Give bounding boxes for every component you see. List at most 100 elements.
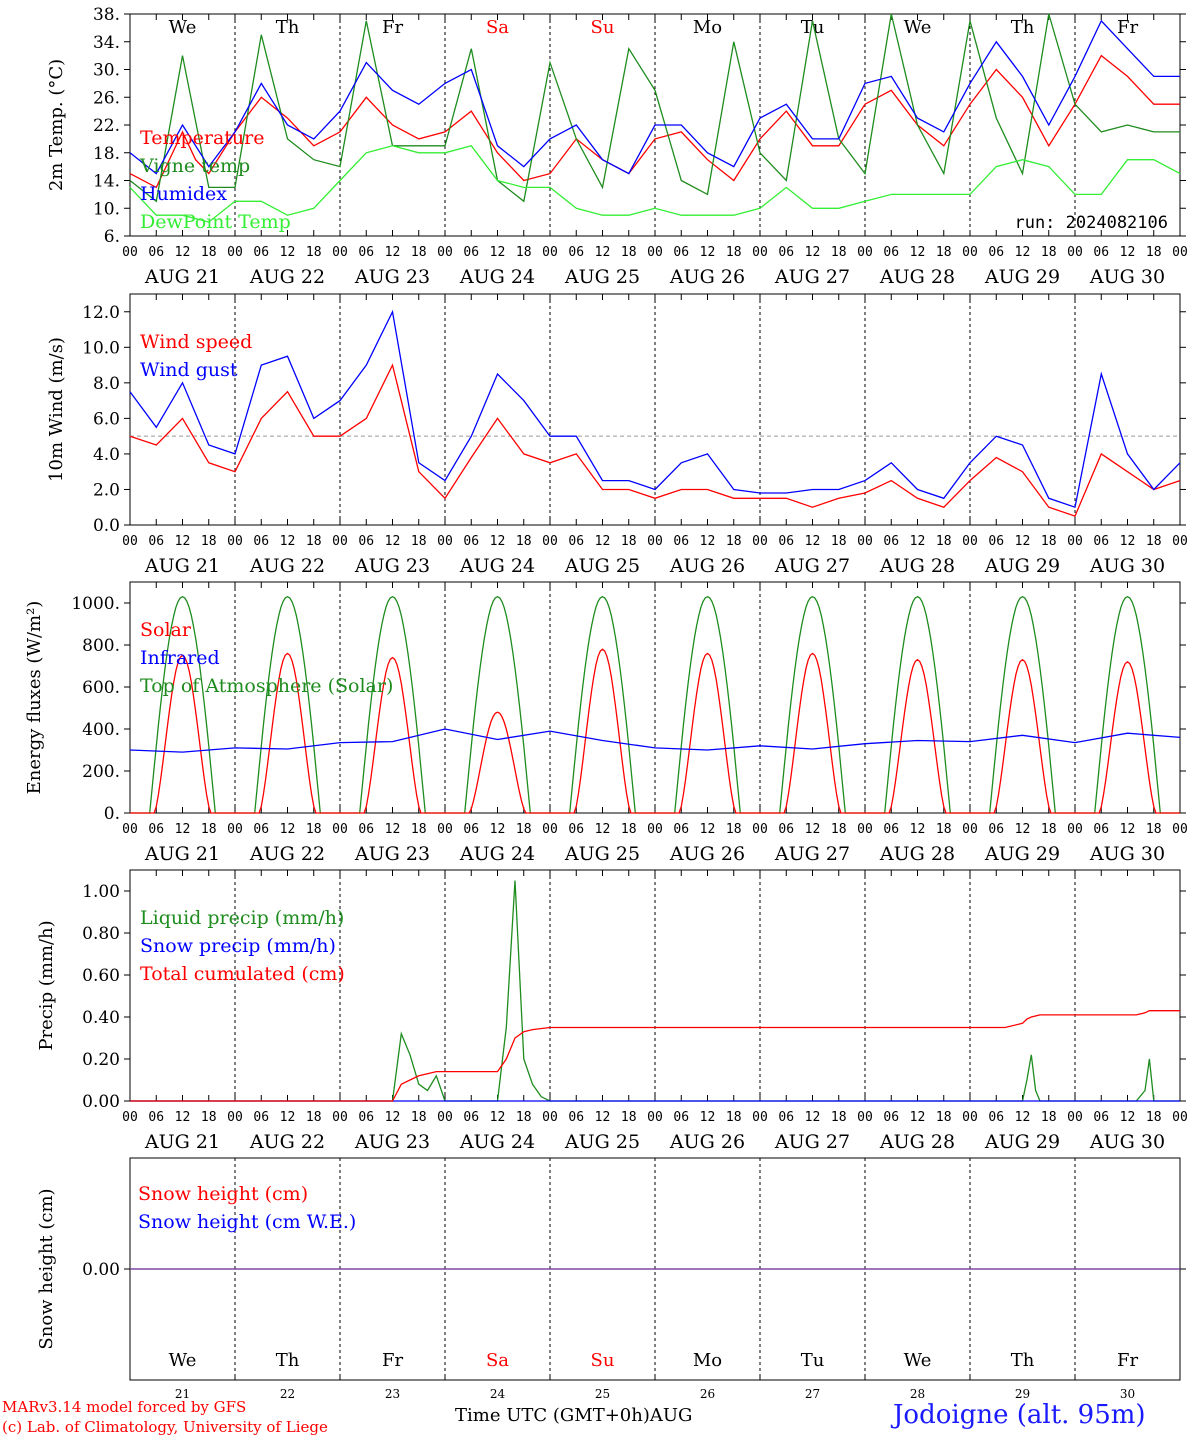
hour-tick-label: 12 xyxy=(595,822,611,837)
day-label: AUG 26 xyxy=(669,1131,745,1153)
weekday-label: Fr xyxy=(1117,1350,1138,1371)
y-tick-label: 0.20 xyxy=(82,1050,120,1070)
hour-tick-label: 18 xyxy=(516,822,532,837)
y-tick-label: 0.60 xyxy=(82,966,120,986)
y-tick-label: 600. xyxy=(82,678,120,698)
day-label: AUG 22 xyxy=(249,1131,325,1153)
hour-tick-label: 18 xyxy=(1146,245,1162,260)
y-tick-label: 10. xyxy=(93,199,120,219)
hour-tick-label: 00 xyxy=(332,534,348,549)
hour-tick-label: 18 xyxy=(1041,1110,1057,1125)
day-number: 24 xyxy=(490,1387,506,1401)
hour-tick-label: 00 xyxy=(1172,1110,1188,1125)
hour-tick-label: 12 xyxy=(910,1110,926,1125)
hour-tick-label: 18 xyxy=(1146,822,1162,837)
hour-tick-label: 18 xyxy=(726,534,742,549)
series-wind-gust xyxy=(129,309,1181,509)
hour-tick-label: 18 xyxy=(516,1110,532,1125)
hour-tick-label: 18 xyxy=(306,1110,322,1125)
hour-tick-label: 00 xyxy=(542,534,558,549)
hour-tick-label: 00 xyxy=(752,822,768,837)
day-label: AUG 28 xyxy=(879,843,955,865)
y-tick-label: 400. xyxy=(82,720,120,740)
hour-tick-label: 00 xyxy=(122,534,138,549)
weekday-label: Th xyxy=(276,1350,300,1371)
hour-tick-label: 18 xyxy=(936,245,952,260)
hour-tick-label: 12 xyxy=(595,245,611,260)
day-label: AUG 24 xyxy=(459,843,535,865)
y-tick-label: 6.0 xyxy=(93,409,120,429)
hour-tick-label: 18 xyxy=(621,822,637,837)
y-axis-label: 2m Temp. (°C) xyxy=(46,59,67,191)
hour-tick-label: 06 xyxy=(1093,534,1109,549)
hour-tick-label: 06 xyxy=(988,822,1004,837)
y-tick-label: 6. xyxy=(104,227,120,247)
hour-tick-label: 00 xyxy=(962,245,978,260)
hour-tick-label: 00 xyxy=(542,1110,558,1125)
day-number: 26 xyxy=(700,1387,715,1401)
day-label: AUG 24 xyxy=(459,555,535,577)
hour-tick-label: 00 xyxy=(542,822,558,837)
day-label: AUG 27 xyxy=(774,1131,850,1153)
weekday-label: Fr xyxy=(1117,17,1138,38)
hour-tick-label: 18 xyxy=(1146,534,1162,549)
hour-tick-label: 18 xyxy=(306,245,322,260)
weekday-label: We xyxy=(169,17,197,38)
series-total-cumulated-cm- xyxy=(130,1010,1180,1102)
day-label: AUG 25 xyxy=(564,555,640,577)
lab-credit: (c) Lab. of Climatology, University of L… xyxy=(2,1418,328,1436)
hour-tick-label: 00 xyxy=(1067,1110,1083,1125)
series-infrared xyxy=(129,728,1181,753)
day-label: AUG 26 xyxy=(669,843,745,865)
hour-tick-label: 00 xyxy=(332,1110,348,1125)
hour-tick-label: 18 xyxy=(516,534,532,549)
hour-tick-label: 06 xyxy=(253,245,269,260)
hour-tick-label: 12 xyxy=(1120,534,1136,549)
hour-tick-label: 00 xyxy=(437,534,453,549)
hour-tick-label: 06 xyxy=(778,245,794,260)
hour-tick-label: 06 xyxy=(883,534,899,549)
hour-tick-label: 12 xyxy=(1120,1110,1136,1125)
hour-tick-label: 18 xyxy=(726,1110,742,1125)
y-tick-label: 34. xyxy=(93,33,120,53)
hour-tick-label: 06 xyxy=(883,1110,899,1125)
hour-tick-label: 00 xyxy=(962,534,978,549)
hour-tick-label: 06 xyxy=(463,245,479,260)
hour-tick-label: 06 xyxy=(148,822,164,837)
day-label: AUG 29 xyxy=(984,843,1060,865)
hour-tick-label: 06 xyxy=(778,534,794,549)
hour-tick-label: 00 xyxy=(857,822,873,837)
hour-tick-label: 06 xyxy=(673,1110,689,1125)
day-number: 21 xyxy=(175,1387,190,1401)
weekday-label: Tu xyxy=(801,17,825,38)
weekday-label: Th xyxy=(1011,1350,1035,1371)
weekday-label: We xyxy=(904,17,932,38)
hour-tick-label: 06 xyxy=(148,1110,164,1125)
hour-tick-label: 06 xyxy=(988,245,1004,260)
hour-tick-label: 00 xyxy=(332,822,348,837)
day-label: AUG 23 xyxy=(354,266,430,288)
hour-tick-label: 06 xyxy=(568,1110,584,1125)
hour-tick-label: 06 xyxy=(358,1110,374,1125)
y-tick-label: 800. xyxy=(82,636,120,656)
legend-entry: Top of Atmosphere (Solar) xyxy=(140,675,393,697)
hour-tick-label: 12 xyxy=(595,534,611,549)
legend-entry: DewPoint Temp xyxy=(140,211,291,233)
day-label: AUG 23 xyxy=(354,843,430,865)
hour-tick-label: 00 xyxy=(1067,245,1083,260)
weekday-label: We xyxy=(904,1350,932,1371)
hour-tick-label: 06 xyxy=(358,822,374,837)
hour-tick-label: 00 xyxy=(122,822,138,837)
y-tick-label: 4.0 xyxy=(93,445,120,465)
day-label: AUG 24 xyxy=(459,1131,535,1153)
legend-entry: Liquid precip (mm/h) xyxy=(140,907,344,929)
hour-tick-label: 12 xyxy=(1015,822,1031,837)
y-tick-label: 26. xyxy=(93,88,120,108)
hour-tick-label: 18 xyxy=(936,822,952,837)
day-label: AUG 21 xyxy=(144,266,220,288)
hour-tick-label: 00 xyxy=(647,822,663,837)
hour-tick-label: 18 xyxy=(1041,822,1057,837)
hour-tick-label: 12 xyxy=(1015,534,1031,549)
weekday-label: Sa xyxy=(486,1350,509,1371)
